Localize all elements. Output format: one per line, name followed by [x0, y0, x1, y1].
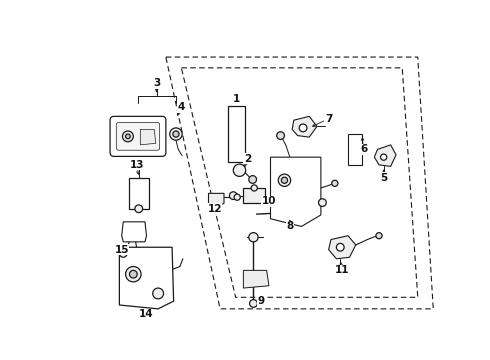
Circle shape — [376, 233, 382, 239]
Text: 8: 8 — [286, 221, 294, 231]
Circle shape — [251, 185, 257, 191]
Text: 14: 14 — [139, 309, 154, 319]
Text: 3: 3 — [153, 78, 160, 88]
Polygon shape — [120, 247, 173, 309]
Circle shape — [135, 205, 143, 213]
Text: 6: 6 — [360, 144, 367, 154]
Circle shape — [249, 176, 257, 183]
Bar — [244, 188, 265, 203]
Text: 4: 4 — [178, 102, 185, 112]
Circle shape — [122, 131, 133, 142]
Circle shape — [170, 128, 182, 140]
Bar — [348, 134, 362, 165]
Circle shape — [233, 164, 245, 176]
Polygon shape — [270, 157, 321, 226]
Text: 13: 13 — [130, 160, 145, 170]
Circle shape — [277, 132, 285, 139]
Circle shape — [229, 192, 237, 199]
Circle shape — [336, 243, 344, 251]
Polygon shape — [329, 236, 356, 259]
Circle shape — [173, 131, 179, 137]
Text: 10: 10 — [262, 196, 276, 206]
Circle shape — [278, 174, 291, 186]
Circle shape — [125, 134, 130, 139]
Polygon shape — [122, 222, 147, 242]
Circle shape — [332, 180, 338, 186]
Circle shape — [318, 199, 326, 206]
Polygon shape — [292, 116, 317, 137]
Circle shape — [234, 194, 240, 200]
Text: 1: 1 — [233, 94, 240, 104]
Bar — [129, 178, 149, 209]
Circle shape — [281, 177, 288, 183]
Text: 9: 9 — [258, 296, 265, 306]
Polygon shape — [209, 193, 224, 206]
Circle shape — [153, 288, 164, 299]
Text: 11: 11 — [335, 265, 349, 275]
Polygon shape — [244, 270, 269, 288]
Circle shape — [249, 300, 257, 307]
Text: 2: 2 — [244, 154, 251, 164]
Circle shape — [249, 233, 258, 242]
Bar — [228, 106, 245, 162]
Circle shape — [299, 124, 307, 132]
Circle shape — [125, 266, 141, 282]
Polygon shape — [140, 130, 156, 145]
Polygon shape — [374, 145, 396, 166]
Text: 15: 15 — [115, 244, 129, 255]
Circle shape — [381, 154, 387, 160]
Text: 7: 7 — [325, 114, 332, 123]
Circle shape — [129, 270, 137, 278]
Circle shape — [120, 249, 127, 257]
Text: 12: 12 — [207, 204, 222, 214]
Text: 5: 5 — [380, 173, 387, 183]
FancyBboxPatch shape — [116, 122, 160, 150]
FancyBboxPatch shape — [110, 116, 166, 156]
